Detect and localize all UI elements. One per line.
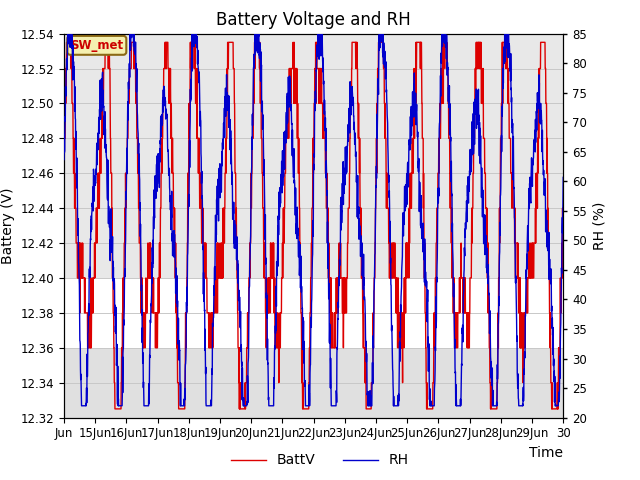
BattV — [60, 170, 68, 176]
BattV — [110, 345, 118, 351]
RH — [492, 403, 500, 408]
Line: RH: RH — [64, 34, 563, 406]
RH — [464, 191, 472, 196]
BattV — [559, 205, 567, 211]
BattV — [111, 406, 119, 412]
RH — [77, 403, 85, 408]
RH — [64, 31, 72, 36]
RH — [111, 276, 118, 282]
Legend: BattV, RH: BattV, RH — [225, 448, 415, 473]
BattV — [553, 406, 561, 412]
Title: Battery Voltage and RH: Battery Voltage and RH — [216, 11, 411, 29]
RH — [218, 163, 226, 169]
Text: SW_met: SW_met — [70, 39, 124, 52]
X-axis label: Time: Time — [529, 446, 563, 460]
BattV — [63, 39, 70, 45]
BattV — [464, 345, 472, 351]
Bar — [64, 348, 563, 418]
RH — [553, 403, 561, 408]
BattV — [218, 275, 226, 281]
BattV — [492, 406, 500, 412]
Y-axis label: RH (%): RH (%) — [593, 202, 607, 250]
Line: BattV: BattV — [64, 42, 563, 409]
RH — [60, 156, 68, 162]
RH — [344, 143, 351, 149]
Y-axis label: Battery (V): Battery (V) — [1, 187, 15, 264]
Bar — [64, 34, 563, 278]
RH — [559, 174, 567, 180]
BattV — [344, 240, 351, 246]
